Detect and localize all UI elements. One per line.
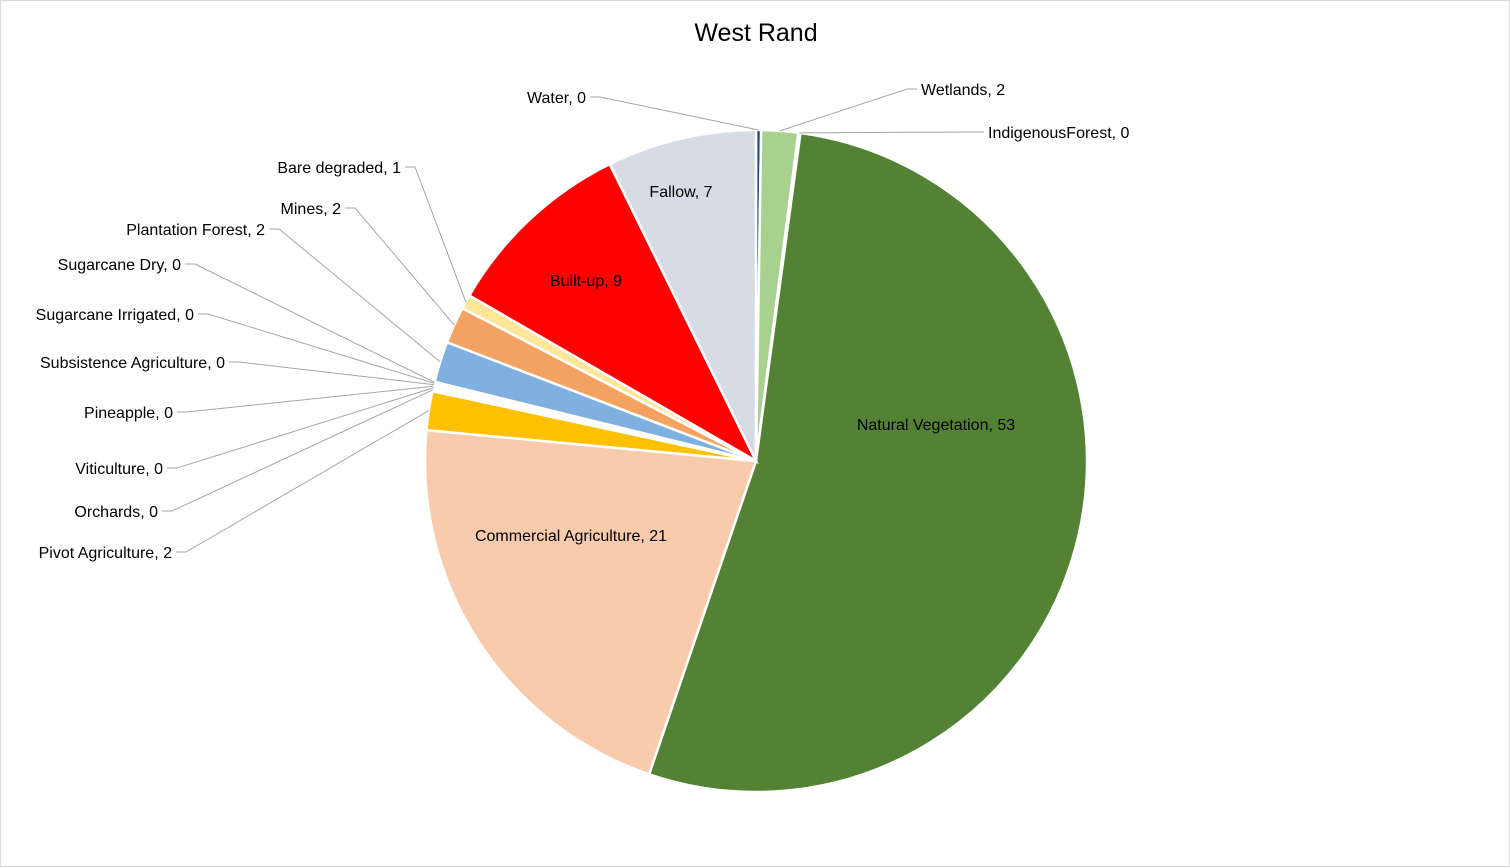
pie-slices xyxy=(423,128,1089,794)
data-label: Fallow, 7 xyxy=(649,184,712,201)
leader-line xyxy=(345,207,455,326)
data-label: Commercial Agriculture, 21 xyxy=(475,528,667,545)
leader-line xyxy=(779,88,917,132)
data-label: Sugarcane Irrigated, 0 xyxy=(36,307,194,324)
leader-line xyxy=(198,313,435,384)
data-label: Built-up, 9 xyxy=(550,273,622,290)
data-label: Viticulture, 0 xyxy=(75,461,163,478)
leader-line xyxy=(799,131,984,134)
data-label: Plantation Forest, 2 xyxy=(126,222,265,239)
data-label: Natural Vegetation, 53 xyxy=(857,417,1015,434)
leader-line xyxy=(269,228,441,363)
data-label: Sugarcane Dry, 0 xyxy=(58,257,181,274)
data-label: Subsistence Agriculture, 0 xyxy=(40,355,225,372)
leader-line xyxy=(229,361,434,386)
data-label: Pivot Agriculture, 2 xyxy=(39,545,173,562)
chart-title: West Rand xyxy=(694,19,818,47)
pie-slice-built-up xyxy=(467,162,759,465)
pie-slice-commercial-agriculture xyxy=(423,428,758,776)
leader-line xyxy=(185,263,435,383)
leader-line xyxy=(405,166,467,302)
leader-lines xyxy=(162,88,984,553)
leader-line xyxy=(590,96,759,131)
leader-line xyxy=(162,389,433,512)
data-label: Pineapple, 0 xyxy=(84,405,173,422)
data-labels: Water, 0 Wetlands, 2 IndigenousForest, 0 Na… xyxy=(36,82,1130,562)
data-label: Water, 0 xyxy=(527,90,586,107)
data-label: Orchards, 0 xyxy=(74,504,158,521)
data-label: Mines, 2 xyxy=(281,201,342,218)
pie-slice-fallow xyxy=(608,128,758,462)
leader-line xyxy=(177,385,434,413)
pie-slice-natural-vegetation xyxy=(647,131,1089,794)
leader-line xyxy=(167,387,434,469)
leader-line xyxy=(176,410,430,553)
data-label: Bare degraded, 1 xyxy=(277,160,401,177)
data-label: Wetlands, 2 xyxy=(921,82,1005,99)
data-label: IndigenousForest, 0 xyxy=(988,125,1130,142)
